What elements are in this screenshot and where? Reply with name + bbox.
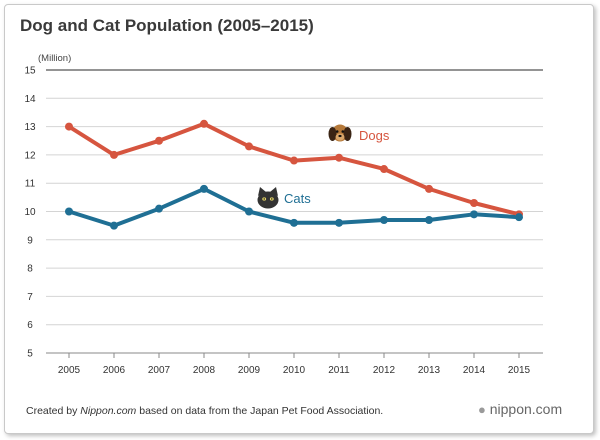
x-tick-label: 2015	[508, 365, 531, 376]
y-tick-label: 10	[24, 207, 36, 218]
x-tick-label: 2014	[463, 365, 486, 376]
y-tick-label: 14	[24, 94, 36, 105]
cats-point	[515, 213, 523, 222]
dogs-legend: Dogs	[328, 124, 390, 143]
dogs-point	[380, 165, 388, 174]
x-tick-label: 2010	[283, 365, 306, 376]
cats-point	[470, 210, 478, 219]
series-points	[65, 119, 523, 230]
cats-point	[290, 218, 298, 227]
dogs-point	[110, 150, 118, 159]
cats-point	[380, 215, 388, 224]
y-tick-label: 5	[27, 349, 33, 360]
cats-label: Cats	[284, 191, 311, 206]
cat-icon	[257, 187, 279, 209]
y-tick-labels: 5 6 7 8 9 10 11 12 13 14 15	[24, 66, 36, 360]
cats-point	[200, 184, 208, 193]
credit-source: Nippon.com	[80, 405, 137, 417]
y-tick-label: 6	[27, 320, 33, 331]
cats-point	[335, 218, 343, 227]
cats-point	[245, 207, 253, 216]
source-credit: Created by Nippon.com based on data from…	[26, 405, 383, 417]
credit-suffix: based on data from the Japan Pet Food As…	[136, 405, 384, 417]
cats-point	[155, 204, 163, 213]
x-tick-labels: 2005 2006 2007 2008 2009 2010 2011 2012 2013 2014…	[58, 353, 531, 376]
x-tick-label: 2008	[193, 365, 216, 376]
cats-point	[65, 207, 73, 216]
grid-lines	[46, 69, 543, 354]
credit-prefix: Created by	[26, 405, 81, 417]
dogs-point	[155, 136, 163, 145]
brand-logo: ● nippon.com	[478, 401, 562, 417]
x-tick-label: 2012	[373, 365, 396, 376]
series-lines	[67, 121, 521, 228]
dogs-point	[425, 184, 433, 193]
y-tick-label: 15	[24, 66, 36, 77]
cats-point	[110, 221, 118, 230]
y-tick-label: 7	[27, 292, 33, 303]
y-tick-label: 13	[24, 122, 36, 133]
x-tick-label: 2013	[418, 365, 441, 376]
dogs-point	[290, 156, 298, 165]
chart-title: Dog and Cat Population (2005–2015)	[20, 16, 314, 35]
chart-frame	[4, 4, 594, 434]
brand-dot-icon: ●	[478, 402, 486, 417]
y-axis-unit: (Million)	[38, 53, 72, 64]
dogs-point	[245, 142, 253, 151]
x-tick-label: 2009	[238, 365, 261, 376]
dogs-point	[335, 153, 343, 162]
x-tick-label: 2005	[58, 365, 81, 376]
dogs-point	[470, 199, 478, 208]
cats-point	[425, 215, 433, 224]
brand-name: nippon.com	[489, 401, 563, 417]
dogs-label: Dogs	[359, 128, 390, 143]
cats-legend: Cats	[257, 187, 311, 209]
y-tick-label: 9	[27, 235, 33, 246]
dog-icon	[328, 124, 352, 142]
x-tick-label: 2011	[328, 365, 350, 376]
y-tick-label: 12	[24, 150, 36, 161]
y-tick-label: 8	[27, 264, 33, 275]
dogs-point	[200, 119, 208, 128]
dogs-point	[65, 122, 73, 131]
x-tick-label: 2006	[103, 365, 126, 376]
x-tick-label: 2007	[148, 365, 171, 376]
y-tick-label: 11	[25, 179, 36, 190]
